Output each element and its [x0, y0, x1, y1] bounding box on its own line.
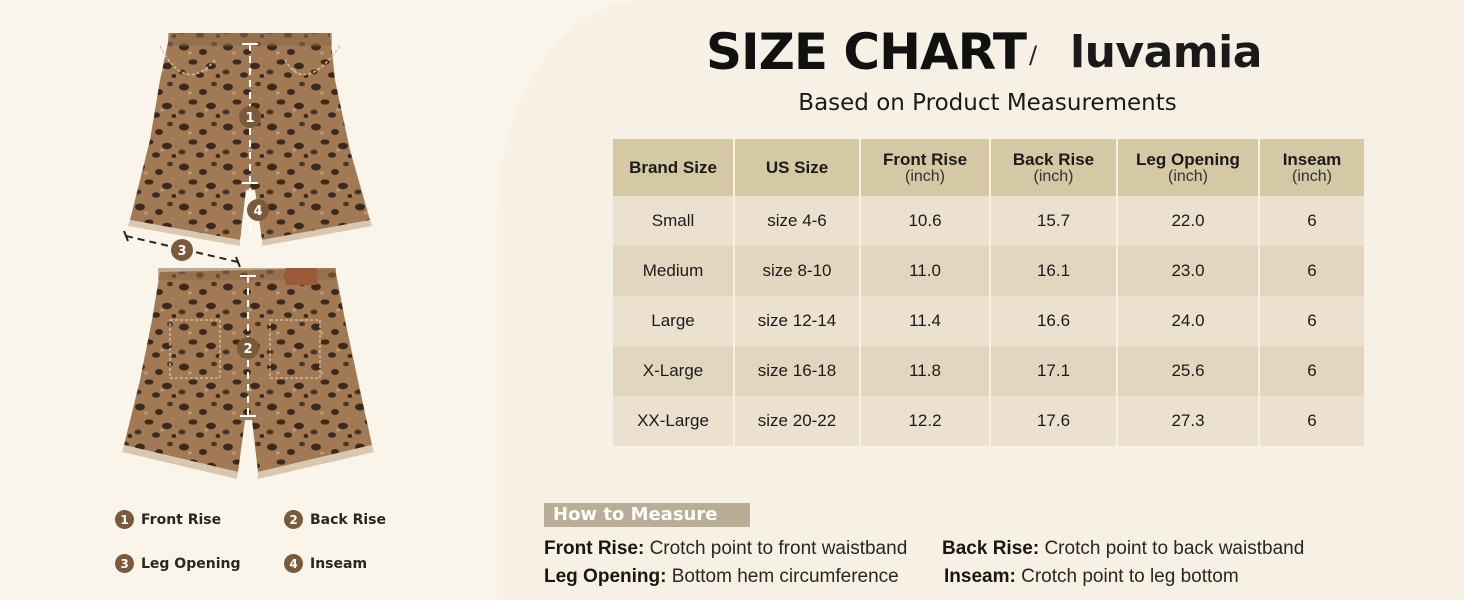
- measure-desc: Bottom hem circumference: [671, 566, 899, 587]
- cell-leg-opening: 25.6: [1116, 346, 1260, 396]
- cell-brand-size: X-Large: [611, 346, 735, 396]
- page-subtitle: Based on Product Measurements: [798, 90, 1177, 116]
- cell-brand-size: Large: [611, 296, 735, 346]
- legend-label: Leg Opening: [141, 555, 241, 572]
- cell-brand-size: Medium: [611, 246, 735, 296]
- marker-4-icon: [247, 199, 269, 221]
- back-shorts: 2: [122, 268, 374, 479]
- cell-leg-opening: 22.0: [1116, 196, 1260, 246]
- table-row: Large size 12-14 11.4 16.6 24.0 6: [611, 296, 1366, 346]
- cell-front-rise: 11.4: [859, 296, 991, 346]
- cell-front-rise: 11.8: [859, 346, 991, 396]
- legend-item-front-rise: 1 Front Rise: [115, 510, 221, 529]
- title-separator: /: [1029, 41, 1038, 69]
- marker-3-icon: [171, 239, 193, 261]
- measure-desc: Crotch point to front waistband: [649, 538, 908, 559]
- measure-desc: Crotch point to back waistband: [1044, 538, 1305, 559]
- cell-inseam: 6: [1258, 396, 1366, 446]
- cell-us-size: size 12-14: [733, 296, 861, 346]
- marker-1-label: 1: [245, 111, 254, 126]
- cell-leg-opening: 23.0: [1116, 246, 1260, 296]
- cell-back-rise: 17.1: [989, 346, 1118, 396]
- measure-term: Inseam:: [944, 566, 1016, 587]
- legend-item-leg-opening: 3 Leg Opening: [115, 554, 240, 573]
- cell-front-rise: 11.0: [859, 246, 991, 296]
- front-shorts: 1 4: [128, 33, 372, 246]
- column-header-front-rise: Front Rise (inch): [859, 139, 991, 196]
- table-row: X-Large size 16-18 11.8 17.1 25.6 6: [611, 346, 1366, 396]
- cell-back-rise: 17.6: [989, 396, 1118, 446]
- shorts-illustration: 1 4 3 2: [122, 33, 374, 479]
- legend-item-inseam: 4 Inseam: [284, 554, 367, 573]
- column-header-inseam: Inseam (inch): [1258, 139, 1366, 196]
- cell-front-rise: 10.6: [859, 196, 991, 246]
- table-row: Medium size 8-10 11.0 16.1 23.0 6: [611, 246, 1366, 296]
- leg-opening-measure: 3: [123, 230, 241, 268]
- measure-term: Front Rise:: [544, 538, 645, 559]
- cell-front-rise: 12.2: [859, 396, 991, 446]
- column-header-leg-opening: Leg Opening (inch): [1116, 139, 1260, 196]
- legend-label: Inseam: [310, 555, 368, 572]
- legend-number-icon: 1: [115, 510, 134, 529]
- marker-2-icon: [237, 337, 259, 359]
- cell-inseam: 6: [1258, 196, 1366, 246]
- legend-item-back-rise: 2 Back Rise: [284, 510, 386, 529]
- measure-desc: Crotch point to leg bottom: [1021, 566, 1239, 587]
- how-to-measure-label: How to Measure: [544, 503, 750, 527]
- brand-logo: luvamia: [1070, 27, 1262, 78]
- legend-number-icon: 3: [115, 554, 134, 573]
- table-header-row: Brand Size US Size Front Rise (inch) Back…: [611, 139, 1366, 196]
- cell-brand-size: XX-Large: [611, 396, 735, 446]
- legend-number-icon: 2: [284, 510, 303, 529]
- measure-note-back-rise: Back Rise: Crotch point to back waistban…: [942, 538, 1304, 560]
- cell-leg-opening: 27.3: [1116, 396, 1260, 446]
- cell-us-size: size 16-18: [733, 346, 861, 396]
- marker-3-label: 3: [177, 244, 186, 259]
- marker-2-label: 2: [243, 342, 252, 357]
- table-row: XX-Large size 20-22 12.2 17.6 27.3 6: [611, 396, 1366, 446]
- measure-note-leg-opening: Leg Opening: Bottom hem circumference: [544, 566, 899, 588]
- cell-inseam: 6: [1258, 246, 1366, 296]
- cell-back-rise: 16.1: [989, 246, 1118, 296]
- page-title: SIZE CHART: [706, 23, 1027, 81]
- cell-us-size: size 8-10: [733, 246, 861, 296]
- cell-leg-opening: 24.0: [1116, 296, 1260, 346]
- cell-back-rise: 16.6: [989, 296, 1118, 346]
- back-label-patch: [285, 268, 317, 285]
- cell-back-rise: 15.7: [989, 196, 1118, 246]
- legend-label: Back Rise: [310, 511, 387, 528]
- column-header-us-size: US Size: [733, 139, 861, 196]
- table-row: Small size 4-6 10.6 15.7 22.0 6: [611, 196, 1366, 246]
- cell-inseam: 6: [1258, 296, 1366, 346]
- measure-term: Leg Opening:: [544, 566, 667, 587]
- cell-us-size: size 20-22: [733, 396, 861, 446]
- measure-note-front-rise: Front Rise: Crotch point to front waistb…: [544, 538, 907, 560]
- measure-term: Back Rise:: [942, 538, 1040, 559]
- size-chart-table: Brand Size US Size Front Rise (inch) Back…: [611, 139, 1366, 446]
- column-header-brand-size: Brand Size: [611, 139, 735, 196]
- marker-1-icon: [239, 106, 261, 128]
- cell-brand-size: Small: [611, 196, 735, 246]
- legend-label: Front Rise: [141, 511, 222, 528]
- column-header-back-rise: Back Rise (inch): [989, 139, 1118, 196]
- measure-note-inseam: Inseam: Crotch point to leg bottom: [944, 566, 1239, 588]
- cell-us-size: size 4-6: [733, 196, 861, 246]
- legend-number-icon: 4: [284, 554, 303, 573]
- cell-inseam: 6: [1258, 346, 1366, 396]
- marker-4-label: 4: [253, 204, 262, 219]
